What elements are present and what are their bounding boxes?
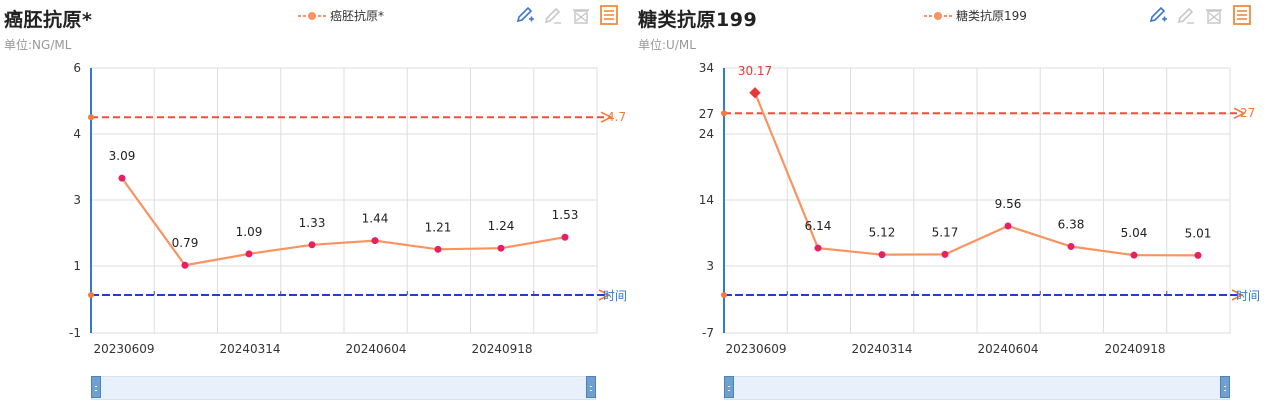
series-line bbox=[753, 92, 1199, 257]
data-label: 6.14 bbox=[805, 219, 832, 233]
data-point bbox=[308, 241, 316, 249]
data-label: 1.33 bbox=[299, 216, 326, 230]
data-point-abnormal bbox=[749, 87, 761, 99]
y-tick-label: -1 bbox=[69, 326, 81, 340]
chart-title: 癌胚抗原* bbox=[4, 9, 93, 31]
x-tick-label: 20230609 bbox=[725, 342, 786, 356]
data-point bbox=[245, 250, 253, 258]
x-tick-label: 20240314 bbox=[219, 342, 280, 356]
chart-title: 糖类抗原199 bbox=[638, 9, 758, 31]
toolbar bbox=[514, 4, 620, 26]
time-axis-arrow bbox=[1231, 289, 1244, 301]
time-axis-label: 时间 bbox=[1236, 289, 1260, 303]
x-tick-label: 20230609 bbox=[93, 342, 154, 356]
pencil-icon[interactable] bbox=[1175, 4, 1197, 26]
data-point bbox=[878, 251, 886, 259]
zoom-slider-track[interactable] bbox=[724, 376, 1230, 400]
zoom-handle-start[interactable] bbox=[724, 376, 734, 398]
data-label: 0.79 bbox=[172, 236, 199, 250]
reference-line-label: 4.7 bbox=[607, 110, 626, 124]
x-tick-label: 20240314 bbox=[851, 342, 912, 356]
data-point bbox=[941, 250, 949, 258]
time-axis-start bbox=[721, 292, 727, 298]
data-point bbox=[814, 244, 822, 252]
data-point bbox=[434, 245, 442, 253]
reference-line-arrow bbox=[600, 111, 613, 123]
data-point bbox=[118, 174, 126, 182]
time-axis-label: 时间 bbox=[603, 289, 627, 303]
x-tick-label: 20240604 bbox=[345, 342, 406, 356]
data-label: 1.53 bbox=[552, 208, 579, 222]
toolbar bbox=[1147, 4, 1253, 26]
data-point bbox=[1130, 251, 1138, 259]
zoom-handle-end[interactable] bbox=[586, 376, 596, 398]
y-tick-label: 6 bbox=[73, 61, 81, 75]
y-tick-label: 27 bbox=[699, 107, 714, 121]
data-point bbox=[1004, 222, 1012, 230]
line-chart[interactable]: 6 4 3 1 -1 20230609 20240314 20240604 20240918 4.… bbox=[0, 0, 634, 370]
report-icon[interactable] bbox=[1231, 4, 1253, 26]
data-label: 1.44 bbox=[362, 212, 389, 226]
zoom-slider-track[interactable] bbox=[91, 376, 596, 400]
data-label: 5.01 bbox=[1185, 226, 1212, 240]
legend-swatch bbox=[924, 11, 952, 20]
data-label: 6.38 bbox=[1058, 218, 1085, 232]
y-tick-label: 3 bbox=[73, 193, 81, 207]
data-point bbox=[1194, 251, 1202, 259]
x-tick-label: 20240918 bbox=[471, 342, 532, 356]
data-label: 1.09 bbox=[236, 225, 263, 239]
y-tick-label: 34 bbox=[699, 61, 714, 75]
delete-icon[interactable] bbox=[1203, 4, 1225, 26]
zoom-slider[interactable] bbox=[91, 376, 596, 400]
legend[interactable]: 糖类抗原199 bbox=[924, 7, 1027, 24]
data-label: 3.09 bbox=[109, 149, 136, 163]
chart-panel-cea: 癌胚抗原* 单位:NG/ML 癌胚抗原* 6 4 3 1 -1 20230 bbox=[0, 0, 634, 404]
data-label: 5.04 bbox=[1121, 226, 1148, 240]
y-tick-label: 1 bbox=[73, 259, 81, 273]
chart-panel-ca199: 糖类抗原199 单位:U/ML 糖类抗原199 34 27 24 14 bbox=[634, 0, 1269, 404]
data-point bbox=[497, 244, 505, 252]
reference-line-start bbox=[721, 110, 727, 117]
data-label: 1.24 bbox=[488, 219, 515, 233]
x-tick-label: 20240918 bbox=[1104, 342, 1165, 356]
data-label: 9.56 bbox=[995, 197, 1022, 211]
chart-unit: 单位:U/ML bbox=[638, 38, 696, 52]
reference-line-start bbox=[88, 114, 94, 121]
zoom-handle-start[interactable] bbox=[91, 376, 101, 398]
legend-label: 癌胚抗原* bbox=[330, 9, 385, 23]
data-point bbox=[561, 233, 569, 241]
series-line bbox=[121, 177, 566, 267]
reference-line-label: 27 bbox=[1240, 106, 1255, 120]
y-tick-label: 4 bbox=[73, 127, 81, 141]
report-icon[interactable] bbox=[598, 4, 620, 26]
y-tick-label: 14 bbox=[699, 193, 714, 207]
data-label: 30.17 bbox=[738, 64, 772, 78]
x-tick-label: 20240604 bbox=[977, 342, 1038, 356]
legend-label: 糖类抗原199 bbox=[956, 9, 1027, 23]
data-point bbox=[1067, 243, 1075, 251]
edit-icon[interactable] bbox=[514, 4, 536, 26]
y-tick-label: 24 bbox=[699, 127, 714, 141]
data-label: 1.21 bbox=[425, 220, 452, 234]
pencil-icon[interactable] bbox=[542, 4, 564, 26]
reference-line-arrow bbox=[1233, 107, 1246, 119]
time-axis-arrow bbox=[598, 289, 611, 301]
data-label: 5.12 bbox=[869, 226, 896, 240]
time-axis-start bbox=[88, 292, 94, 298]
delete-icon[interactable] bbox=[570, 4, 592, 26]
y-tick-label: 3 bbox=[706, 259, 714, 273]
legend[interactable]: 癌胚抗原* bbox=[298, 7, 384, 24]
y-tick-label: -7 bbox=[702, 326, 714, 340]
zoom-handle-end[interactable] bbox=[1220, 376, 1230, 398]
data-point bbox=[371, 237, 379, 245]
data-point bbox=[181, 261, 189, 269]
edit-icon[interactable] bbox=[1147, 4, 1169, 26]
legend-swatch bbox=[298, 11, 326, 20]
data-label: 5.17 bbox=[932, 225, 959, 239]
zoom-slider[interactable] bbox=[724, 376, 1230, 400]
line-chart[interactable]: 34 27 24 14 3 -7 20230609 20240314 20240604 20240… bbox=[634, 0, 1269, 370]
chart-unit: 单位:NG/ML bbox=[4, 38, 72, 52]
